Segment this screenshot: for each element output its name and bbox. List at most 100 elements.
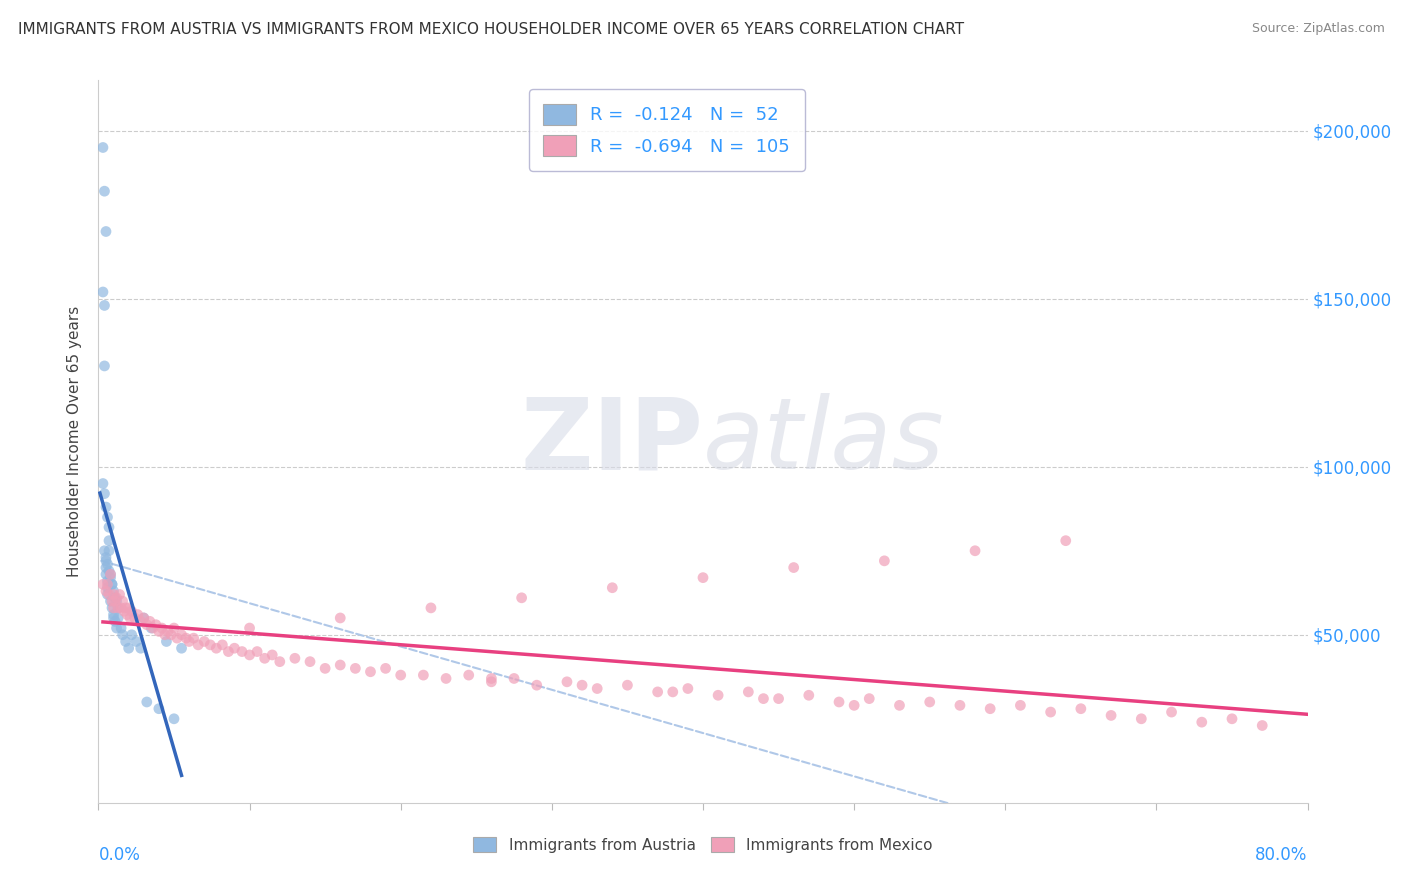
Text: atlas: atlas [703,393,945,490]
Point [187,638,209,652]
Point [160,628,183,642]
Point [571,678,593,692]
Point [768,691,790,706]
Point [503,672,526,686]
Point [107,600,129,615]
Point [104,594,127,608]
Point [129,641,152,656]
Point [118,641,141,656]
Point [105,621,128,635]
Point [284,651,307,665]
Point [457,668,479,682]
Point [94,225,117,239]
Point [91,140,114,154]
Point [420,600,443,615]
Point [1099,708,1122,723]
Point [510,591,533,605]
Point [103,587,125,601]
Point [125,634,148,648]
Point [110,600,132,615]
Point [217,644,239,658]
Point [98,564,121,578]
Point [93,359,115,373]
Point [98,520,121,534]
Point [170,641,193,656]
Point [100,594,122,608]
Point [239,621,262,635]
Point [94,500,117,514]
Text: 80.0%: 80.0% [1256,847,1308,864]
Point [193,634,215,648]
Point [965,543,987,558]
Point [91,476,114,491]
Point [100,567,122,582]
Point [121,604,143,618]
Point [96,577,118,591]
Point [112,604,135,618]
Point [1220,712,1243,726]
Point [96,581,118,595]
Point [132,611,155,625]
Point [104,615,127,629]
Point [224,641,246,656]
Point [135,617,157,632]
Point [93,486,115,500]
Point [101,577,124,591]
Point [389,668,412,682]
Point [211,638,233,652]
Point [91,285,114,299]
Point [314,661,336,675]
Point [1160,705,1182,719]
Point [132,611,155,625]
Point [434,672,457,686]
Point [96,510,118,524]
Point [139,615,162,629]
Point [526,678,548,692]
Point [127,607,149,622]
Point [163,712,186,726]
Point [828,695,851,709]
Point [166,631,188,645]
Point [118,600,141,615]
Point [101,600,124,615]
Point [96,574,118,588]
Point [156,624,179,639]
Point [783,560,806,574]
Point [1251,718,1274,732]
Point [142,621,165,635]
Point [135,695,157,709]
Point [94,584,117,599]
Point [150,621,173,635]
Point [114,600,136,615]
Point [121,628,143,642]
Point [1010,698,1032,713]
Point [103,600,125,615]
Point [111,628,134,642]
Point [979,702,1001,716]
Text: ZIP: ZIP [520,393,703,490]
Point [98,543,121,558]
Point [858,691,880,706]
Point [96,558,118,572]
Point [205,641,228,656]
Point [96,587,118,601]
Text: Source: ZipAtlas.com: Source: ZipAtlas.com [1251,22,1385,36]
Point [103,611,125,625]
Point [103,607,125,622]
Point [105,594,128,608]
Point [602,581,624,595]
Point [183,631,205,645]
Point [329,658,352,673]
Point [93,298,115,312]
Point [98,533,121,548]
Point [1039,705,1062,719]
Point [98,587,121,601]
Point [246,644,269,658]
Point [360,665,382,679]
Point [555,674,578,689]
Point [737,685,759,699]
Point [374,661,396,675]
Point [148,702,170,716]
Point [1070,702,1092,716]
Point [104,591,127,605]
